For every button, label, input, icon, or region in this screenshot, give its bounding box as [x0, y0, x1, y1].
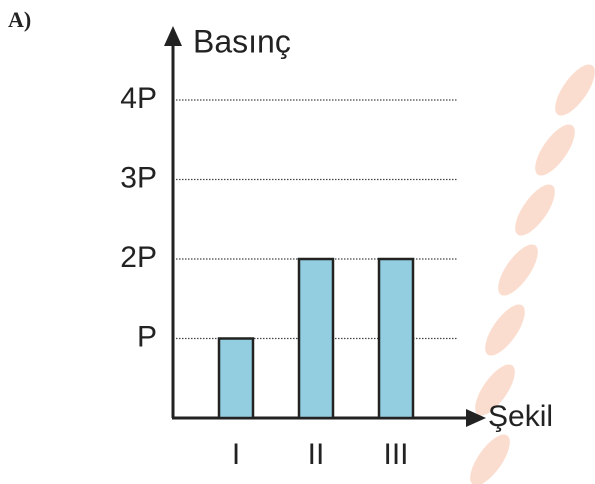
- y-tick-label: P: [137, 320, 157, 353]
- y-arrow: [164, 26, 182, 46]
- bar: [377, 257, 415, 420]
- x-axis-label: Şekil: [488, 400, 553, 433]
- x-arrow: [466, 409, 486, 427]
- x-tick-label: III: [383, 438, 408, 471]
- y-axis-label: Basınç: [193, 23, 291, 59]
- watermark: [470, 64, 595, 484]
- panel-label: A): [8, 7, 31, 32]
- y-tick-label: 2P: [120, 241, 157, 274]
- y-tick-label: 4P: [120, 82, 157, 115]
- bar: [297, 257, 335, 420]
- x-tick-label: I: [232, 438, 240, 471]
- y-tick-label: 3P: [120, 161, 157, 194]
- x-tick-label: II: [308, 438, 325, 471]
- bar: [217, 337, 255, 420]
